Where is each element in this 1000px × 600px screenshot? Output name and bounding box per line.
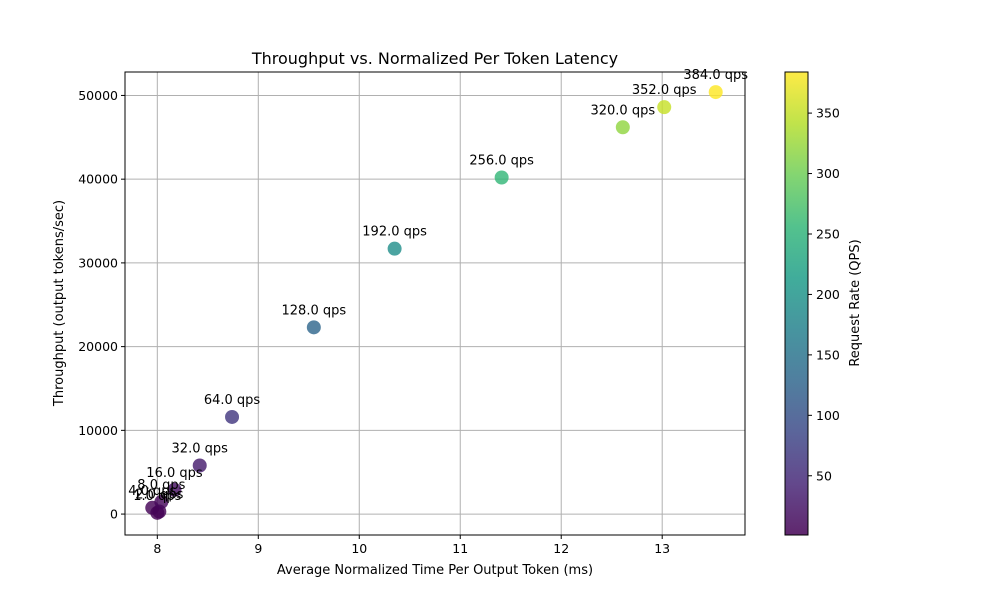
y-axis-ticks: 0 10000 20000 30000 40000 50000 xyxy=(78,88,125,522)
colorbar-tick-label: 150 xyxy=(816,347,840,362)
point-label: 32.0 qps xyxy=(172,442,229,457)
data-point xyxy=(657,100,672,115)
y-tick-label: 0 xyxy=(110,507,118,522)
data-point xyxy=(167,482,182,497)
x-axis-ticks: 8 9 10 11 12 13 xyxy=(153,535,670,556)
colorbar-frame xyxy=(784,71,809,536)
x-tick-label: 10 xyxy=(351,541,367,556)
colorbar-label: Request Rate (QPS) xyxy=(848,239,863,366)
point-label: 320.0 qps xyxy=(590,103,655,118)
data-points xyxy=(145,85,723,520)
x-tick-label: 11 xyxy=(452,541,468,556)
x-tick-label: 8 xyxy=(153,541,161,556)
data-point xyxy=(615,120,630,135)
x-tick-label: 9 xyxy=(254,541,262,556)
y-tick-label: 30000 xyxy=(78,255,118,270)
colorbar-tick-label: 250 xyxy=(816,226,840,241)
y-tick-label: 50000 xyxy=(78,88,118,103)
point-label: 1.0 qps xyxy=(133,489,181,504)
point-label: 128.0 qps xyxy=(282,303,347,318)
data-point xyxy=(306,320,321,335)
data-point xyxy=(225,409,240,424)
x-tick-label: 12 xyxy=(553,541,569,556)
grid-lines xyxy=(125,72,745,535)
point-label: 192.0 qps xyxy=(362,225,427,240)
colorbar: 50 100 150 200 250 300 350 Request Rate (QPS) xyxy=(784,71,863,536)
colorbar-scale xyxy=(785,72,808,535)
plot-area-frame xyxy=(124,71,746,536)
colorbar-tick-label: 100 xyxy=(816,408,840,423)
data-point xyxy=(154,494,169,509)
y-tick-label: 40000 xyxy=(78,172,118,187)
colorbar-tick-label: 300 xyxy=(816,166,840,181)
point-label: 64.0 qps xyxy=(204,393,261,408)
y-tick-label: 20000 xyxy=(78,339,118,354)
chart-title: Throughput vs. Normalized Per Token Late… xyxy=(251,49,618,68)
x-tick-label: 13 xyxy=(654,541,670,556)
point-label: 8.0 qps xyxy=(137,478,185,493)
colorbar-tick-label: 350 xyxy=(816,106,840,121)
data-point xyxy=(494,170,509,185)
data-point xyxy=(708,85,723,100)
colorbar-tick-label: 50 xyxy=(816,468,832,483)
point-label: 352.0 qps xyxy=(632,83,697,98)
point-label: 256.0 qps xyxy=(469,153,534,168)
y-tick-label: 10000 xyxy=(78,423,118,438)
data-point xyxy=(387,241,402,256)
point-label: 384.0 qps xyxy=(683,68,748,83)
colorbar-tick-label: 200 xyxy=(816,287,840,302)
data-point xyxy=(192,458,207,473)
x-axis-label: Average Normalized Time Per Output Token… xyxy=(277,563,593,578)
y-axis-label: Throughput (output tokens/sec) xyxy=(52,200,67,407)
point-label: 4.0 qps xyxy=(128,484,176,499)
colorbar-ticks: 50 100 150 200 250 300 350 xyxy=(808,106,840,483)
point-label: 16.0 qps xyxy=(146,466,203,481)
point-label: 2.0 qps xyxy=(135,488,183,503)
